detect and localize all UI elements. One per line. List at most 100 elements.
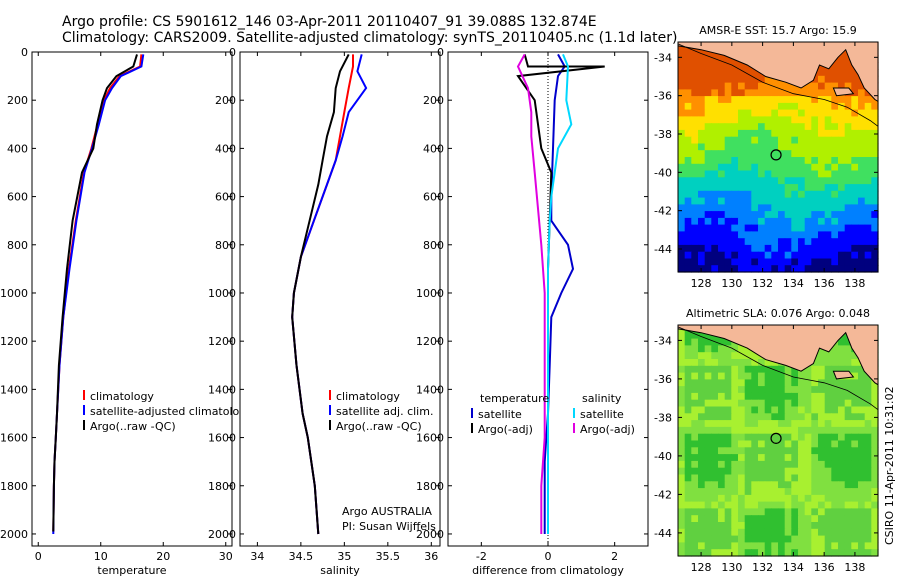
map-cell xyxy=(751,177,759,185)
map-cell xyxy=(838,170,846,178)
map-cell xyxy=(691,549,699,557)
map-cell xyxy=(778,508,786,516)
map-cell xyxy=(758,392,766,401)
map-cell xyxy=(791,508,799,516)
map-cell xyxy=(804,224,812,232)
map-cell xyxy=(751,190,759,199)
map-cell xyxy=(838,82,846,90)
header-line-1: Argo profile: CS 5901612_146 03-Apr-2011… xyxy=(62,14,597,30)
map-cell xyxy=(744,238,752,246)
map-cell xyxy=(864,454,872,462)
map-cell xyxy=(731,474,739,482)
map-cell xyxy=(778,440,786,448)
map-cell xyxy=(824,244,832,253)
map-cell xyxy=(691,474,699,482)
map-cell xyxy=(771,265,779,273)
map-cell xyxy=(684,549,692,557)
map-cell xyxy=(684,157,692,165)
map-cell xyxy=(738,379,746,387)
map-cell xyxy=(724,265,732,273)
map-cell xyxy=(838,406,846,414)
map-cell xyxy=(831,501,839,509)
map-cell xyxy=(751,143,759,151)
y-tick-label: 200 xyxy=(423,94,444,107)
map-cell xyxy=(824,379,832,387)
map-cell xyxy=(778,251,786,260)
map-cell xyxy=(678,392,686,401)
map-cell xyxy=(858,204,866,212)
map-cell xyxy=(858,129,866,138)
map-cell xyxy=(851,488,859,496)
map-cell xyxy=(818,535,826,543)
map-cell xyxy=(858,481,866,489)
map-cell xyxy=(858,244,866,253)
map-cell xyxy=(844,515,852,523)
map-cell xyxy=(791,116,799,124)
map-cell xyxy=(751,184,759,192)
map-cell xyxy=(758,129,766,138)
map-cell xyxy=(704,474,712,482)
map-cell xyxy=(744,190,752,199)
map-cell xyxy=(771,136,779,145)
map-cell xyxy=(838,542,846,550)
map-cell xyxy=(691,515,699,523)
map-cell xyxy=(838,197,846,205)
map-cell xyxy=(778,204,786,212)
map-cell xyxy=(844,494,852,503)
map-cell xyxy=(851,352,859,360)
map-cell xyxy=(731,467,739,476)
map-cell xyxy=(764,447,772,455)
map-cell xyxy=(851,433,859,442)
map-cell xyxy=(718,413,726,421)
map-cell xyxy=(744,231,752,239)
map-cell xyxy=(871,102,879,111)
map-cell xyxy=(818,440,826,448)
y-tick-label: 1000 xyxy=(208,287,236,300)
y-tick-label: -42 xyxy=(654,488,672,501)
map-cell xyxy=(684,338,692,346)
map-cell xyxy=(704,238,712,246)
map-cell xyxy=(724,481,732,489)
map-cell xyxy=(864,265,872,273)
map-cell xyxy=(764,440,772,448)
map-cell xyxy=(704,372,712,380)
map-cell xyxy=(764,89,772,97)
map-cell xyxy=(818,89,826,97)
map-cell xyxy=(698,96,706,104)
map-cell xyxy=(718,265,726,273)
map-cell xyxy=(871,522,879,530)
map-cell xyxy=(711,399,719,408)
map-cell xyxy=(818,197,826,205)
map-cell xyxy=(811,413,819,421)
map-cell xyxy=(791,258,799,266)
map-cell xyxy=(691,197,699,205)
map-cell xyxy=(784,197,792,205)
map-cell xyxy=(678,379,686,387)
map-cell xyxy=(804,481,812,489)
map-cell xyxy=(798,447,806,455)
map-cell xyxy=(758,488,766,496)
map-cell xyxy=(738,89,746,97)
map-cell xyxy=(778,244,786,253)
map-cell xyxy=(831,224,839,232)
map-cell xyxy=(831,211,839,219)
x-tick-label: 138 xyxy=(844,561,865,574)
map-cell xyxy=(818,75,826,84)
map-cell xyxy=(724,163,732,172)
map-cell xyxy=(838,535,846,543)
map-cell xyxy=(758,89,766,97)
map-cell xyxy=(804,109,812,117)
map-cell xyxy=(804,392,812,401)
map-cell xyxy=(718,136,726,145)
map-cell xyxy=(864,508,872,516)
map-cell xyxy=(751,129,759,138)
land-mass xyxy=(677,41,879,103)
map-cell xyxy=(864,420,872,428)
map-cell xyxy=(784,244,792,253)
map-cell xyxy=(824,75,832,84)
y-tick-label: 0 xyxy=(229,46,236,59)
map-cell xyxy=(804,238,812,246)
map-cell xyxy=(798,406,806,414)
map-cell xyxy=(804,413,812,421)
map-cell xyxy=(844,82,852,90)
